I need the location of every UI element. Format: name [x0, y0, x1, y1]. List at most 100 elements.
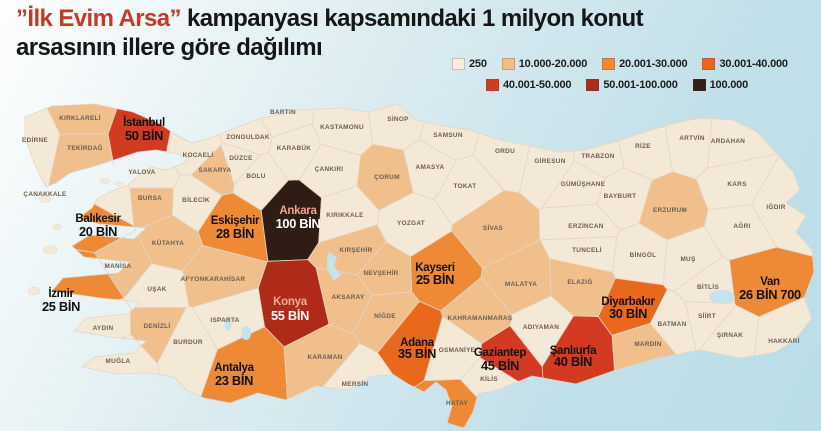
legend-item: 250	[452, 58, 487, 70]
legend-item: 10.000-20.000	[501, 58, 588, 70]
province-name-afyonkarahisar: AFYONKARAHİSAR	[181, 274, 246, 283]
legend-swatch	[586, 79, 600, 91]
province-name-agri: AĞRI	[733, 221, 750, 230]
province-name-corum: ÇORUM	[374, 174, 400, 181]
province-region-gaziantep	[479, 325, 544, 383]
province-label-diyarbakir: Diyarbakır	[601, 296, 655, 308]
island	[99, 178, 111, 184]
legend-item: 50.001-100.000	[586, 79, 678, 91]
province-label-eskisehir: Eskişehir	[211, 215, 260, 227]
province-region-hatay	[413, 378, 478, 429]
province-value-van: 26 BİN 700	[739, 287, 801, 302]
island	[38, 195, 52, 203]
province-name-usak: UŞAK	[147, 286, 166, 293]
legend-swatch	[602, 58, 616, 70]
province-value-istanbul: 50 BİN	[125, 128, 163, 143]
legend-item: 100.000	[692, 79, 749, 91]
legend-label: 10.000-20.000	[518, 58, 588, 70]
province-name-siirt: SİİRT	[698, 311, 716, 320]
province-value-balikesir: 20 BİN	[79, 224, 117, 239]
legend-item: 20.001-30.000	[602, 58, 688, 70]
province-label-istanbul: İstanbul	[123, 116, 165, 129]
legend-swatch	[702, 58, 716, 70]
legend-swatch	[452, 58, 465, 70]
province-name-tekirdag: TEKİRDAĞ	[67, 143, 103, 152]
province-region-tekirdag	[48, 133, 115, 187]
legend-label: 40.001-50.000	[503, 79, 572, 91]
province-value-diyarbakir: 30 BİN	[609, 306, 647, 321]
province-name-erzincan: ERZİNCAN	[568, 221, 604, 230]
province-name-tokat: TOKAT	[454, 183, 477, 190]
province-name-elazig: ELAZIĞ	[567, 277, 592, 286]
province-name-rize: RİZE	[635, 141, 651, 150]
province-region-ardahan	[707, 118, 778, 169]
province-value-eskisehir: 28 BİN	[216, 226, 254, 241]
province-name-amasya: AMASYA	[416, 164, 445, 171]
legend-label: 100.000	[709, 79, 749, 91]
province-name-bursa: BURSA	[138, 195, 162, 202]
province-name-nigde: NİĞDE	[374, 311, 396, 320]
province-name-canakkale: ÇANAKKALE	[23, 191, 67, 198]
province-value-ankara: 100 BİN	[276, 216, 321, 231]
province-value-gaziantep: 45 BİN	[481, 358, 519, 373]
province-name-kilis: KİLİS	[480, 374, 498, 383]
lake-beysehir	[241, 326, 251, 340]
province-value-adana: 35 BİN	[398, 346, 436, 361]
province-name-cankiri: ÇANKIRI	[315, 166, 344, 173]
province-name-sinop: SİNOP	[387, 114, 409, 123]
title-text: kampanyası kapsamındaki 1 milyon konut	[180, 5, 644, 32]
province-name-erzurum: ERZURUM	[653, 207, 687, 214]
province-value-konya: 55 BİN	[271, 308, 309, 323]
page-title: ”İlk Evim Arsa” kampanyası kapsamındaki …	[16, 4, 806, 63]
lake-tuz	[327, 252, 341, 281]
island	[27, 286, 41, 296]
province-region-konya	[257, 259, 330, 348]
province-name-mersin: MERSİN	[342, 379, 369, 388]
legend-row-2: 40.001-50.000 50.001-100.000 100.000	[486, 79, 748, 91]
province-name-tunceli: TUNCELİ	[572, 245, 602, 254]
province-name-ordu: ORDU	[495, 148, 515, 155]
province-name-hakkari: HAKKARİ	[768, 336, 800, 345]
province-name-karaman: KARAMAN	[307, 354, 342, 361]
title-highlight: ”İlk Evim Arsa”	[16, 5, 181, 32]
province-region-artvin	[664, 117, 713, 180]
island	[114, 181, 124, 187]
province-name-artvin: ARTVİN	[679, 133, 705, 142]
province-name-giresun: GİRESUN	[534, 156, 565, 165]
province-region-adana	[377, 300, 444, 388]
province-label-antalya: Antalya	[214, 362, 254, 374]
province-name-isparta: ISPARTA	[210, 317, 239, 324]
province-name-bayburt: BAYBURT	[604, 193, 637, 200]
province-name-malatya: MALATYA	[505, 281, 537, 288]
lake-egirdir	[224, 317, 232, 331]
legend-label: 50.001-100.000	[603, 79, 678, 91]
province-name-kirklareli: KIRKLARELİ	[59, 113, 101, 122]
province-name-edirne: EDİRNE	[22, 135, 48, 144]
province-name-kirsehir: KIRŞEHİR	[340, 245, 373, 254]
province-name-kocaeli: KOCAELİ	[183, 150, 214, 159]
province-name-denizli: DENİZLİ	[144, 321, 171, 330]
province-region-istanbul	[107, 108, 172, 161]
province-name-trabzon: TRABZON	[581, 153, 614, 160]
legend-swatch	[486, 79, 499, 91]
province-name-osmaniye: OSMANİYE	[439, 345, 476, 354]
province-name-mardin: MARDİN	[634, 339, 661, 348]
province-name-hatay: HATAY	[446, 400, 468, 407]
province-name-gumushane: GÜMÜŞHANE	[561, 179, 606, 188]
province-value-izmir: 25 BİN	[42, 299, 80, 314]
province-name-yozgat: YOZGAT	[397, 220, 425, 227]
province-name-kahramanmaras: KAHRAMANMARAŞ	[448, 315, 513, 322]
province-region-igdir	[751, 155, 813, 257]
province-region-burdur	[156, 305, 218, 398]
province-name-igdir: IĞDIR	[766, 202, 785, 211]
province-value-kayseri: 25 BİN	[416, 272, 454, 287]
legend-row-1: 250 10.000-20.000 20.001-30.000 30.001-4…	[452, 58, 788, 70]
province-name-bingol: BİNGÖL	[630, 250, 657, 259]
province-name-mus: MUŞ	[680, 256, 696, 263]
province-name-ardahan: ARDAHAN	[711, 138, 745, 145]
lake-van	[709, 290, 735, 304]
legend-label: 20.001-30.000	[619, 58, 688, 70]
province-name-kutahya: KÜTAHYA	[152, 238, 184, 247]
